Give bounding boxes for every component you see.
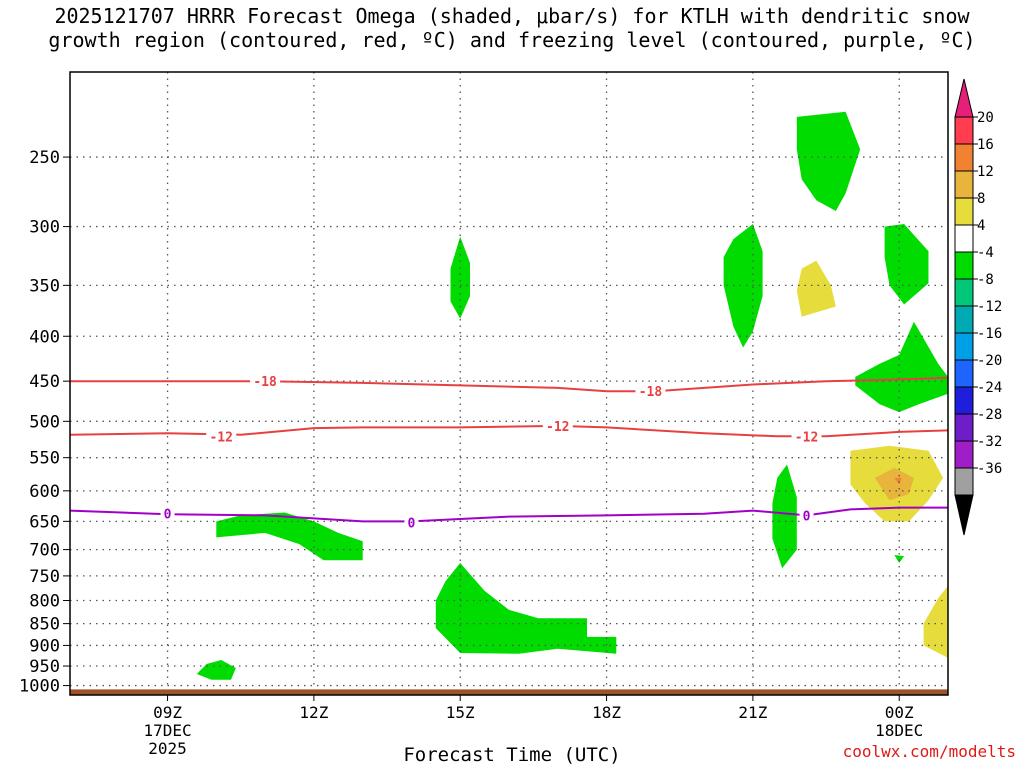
y-tick-label: 350: [29, 276, 60, 296]
x-tick-label: 00Z: [885, 703, 914, 722]
y-tick-label: 900: [29, 636, 60, 656]
colorbar-label: -12: [977, 299, 1002, 315]
colorbar-swatch: [954, 386, 974, 415]
colorbar-swatch: [954, 197, 974, 226]
chart-title: 2025121707 HRRR Forecast Omega (shaded, …: [0, 4, 1024, 52]
freezing-level-contour-0-line: [70, 506, 948, 523]
omega-region-green-300-00z: [884, 224, 929, 305]
x-tick-label: 12Z: [299, 703, 328, 722]
y-tick-label: 700: [29, 541, 60, 561]
omega-region-green-650-10z: [216, 512, 363, 561]
y-tick-label: 600: [29, 482, 60, 502]
freezing-level-contour-0-label: 0: [803, 509, 811, 524]
ground-terrain: [70, 689, 948, 695]
plot-frame: [69, 71, 949, 696]
colorbar-swatch: [954, 116, 974, 145]
dgz-contour--12-label: -12: [795, 430, 818, 445]
dgz-contour--18-label: -18: [253, 375, 277, 390]
colorbar-label: 16: [977, 137, 994, 153]
colorbar-swatch: [954, 305, 974, 334]
title-line-2: growth region (contoured, red, ºC) and f…: [48, 28, 976, 52]
y-tick-label: 450: [29, 372, 60, 392]
omega-region-green-720: [894, 555, 905, 563]
freezing-level-contour-0-label-bg: [799, 507, 814, 524]
dgz-contour--18-line: [70, 376, 948, 393]
x-tick-date-label: 17DEC: [143, 721, 191, 740]
colorbar-label: 12: [977, 164, 994, 180]
omega-region-green-650-21z: [772, 464, 797, 569]
omega-region-green-300-21z: [723, 224, 763, 348]
source-credit: coolwx.com/modelts: [842, 742, 1016, 761]
freezing-level-contour-0-label-bg: [160, 505, 175, 522]
omega-region-yellow-850: [923, 585, 948, 658]
dgz-contour--12-label-bg: [791, 428, 822, 445]
y-tick-label: 550: [29, 449, 60, 469]
freezing-level-contour-0-label: 0: [408, 517, 416, 532]
colorbar-label: 4: [977, 218, 985, 234]
colorbar-swatch: [954, 143, 974, 172]
colorbar-swatch: [954, 224, 974, 253]
colorbar-swatch: [954, 170, 974, 199]
colorbar-top-arrow: [954, 78, 974, 118]
colorbar-swatch: [954, 440, 974, 469]
x-tick-date-label: 18DEC: [875, 721, 923, 740]
dgz-contour--18-label-bg: [635, 383, 666, 400]
y-tick-label: 1000: [19, 677, 60, 697]
colorbar-label: -36: [977, 461, 1002, 477]
omega-region-orange-600: [874, 467, 914, 501]
x-axis-label: Forecast Time (UTC): [403, 744, 621, 766]
y-tick-label: 300: [29, 218, 60, 238]
y-tick-label: 500: [29, 412, 60, 432]
colorbar-label: -28: [977, 407, 1002, 423]
x-tick-label: 21Z: [738, 703, 767, 722]
x-tick-label: 15Z: [446, 703, 475, 722]
omega-region-green-450: [855, 321, 948, 413]
y-tick-label: 250: [29, 148, 60, 168]
colorbar-label: -16: [977, 326, 1002, 342]
dgz-contour--18-label-bg: [250, 373, 281, 390]
omega-region-green-800: [435, 563, 617, 654]
colorbar-swatch: [954, 332, 974, 361]
colorbar-label: -8: [977, 272, 994, 288]
omega-region-green-970: [196, 660, 236, 680]
dgz-contour--12-label-bg: [542, 417, 573, 434]
colorbar-swatch: [954, 278, 974, 307]
omega-region-yellow-350: [796, 260, 836, 317]
omega-region-orange-600-core: [894, 477, 902, 485]
omega-region-green-250: [796, 111, 861, 211]
colorbar-label: -24: [977, 380, 1002, 396]
x-tick-label: 09Z: [153, 703, 182, 722]
freezing-level-contour-0-label-bg: [404, 514, 419, 531]
colorbar-label: -20: [977, 353, 1002, 369]
colorbar-swatch: [954, 359, 974, 388]
colorbar-label: -32: [977, 434, 1002, 450]
colorbar-label: 20: [977, 110, 994, 126]
colorbar-label: -4: [977, 245, 994, 261]
colorbar-swatch: [954, 467, 974, 496]
y-tick-label: 800: [29, 592, 60, 612]
colorbar-bottom-arrow: [954, 494, 974, 536]
y-tick-label: 400: [29, 327, 60, 347]
y-tick-label: 950: [29, 657, 60, 677]
dgz-contour--12-label-bg: [206, 428, 237, 445]
x-tick-label: 18Z: [592, 703, 621, 722]
y-tick-label: 650: [29, 512, 60, 532]
dgz-contour--18-label: -18: [639, 385, 663, 400]
x-tick-year-label: 2025: [148, 739, 187, 758]
dgz-contour--12-label: -12: [546, 420, 569, 435]
plot-area: -18 -18 -12 -12 -12 0 0 0: [70, 72, 948, 695]
dgz-contour--12-label: -12: [209, 430, 232, 445]
colorbar-swatch: [954, 251, 974, 280]
title-line-1: 2025121707 HRRR Forecast Omega (shaded, …: [54, 4, 970, 28]
colorbar-swatch: [954, 413, 974, 442]
omega-region-green-350-15z: [450, 236, 470, 319]
freezing-level-contour-0-label: 0: [164, 508, 172, 523]
colorbar-label: 8: [977, 191, 985, 207]
y-tick-label: 750: [29, 567, 60, 587]
y-tick-label: 850: [29, 615, 60, 635]
